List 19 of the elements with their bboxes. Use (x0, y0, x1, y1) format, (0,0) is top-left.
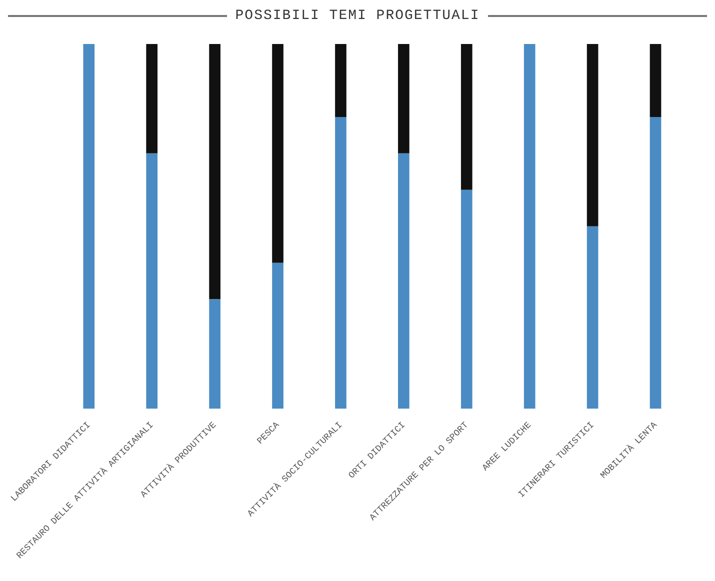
bar (83, 44, 95, 409)
bar (398, 153, 410, 409)
bar (398, 44, 410, 154)
bar (272, 44, 284, 263)
chart-title: POSSIBILI TEMI PROGETTUALI (235, 8, 480, 24)
bar (272, 262, 284, 409)
bar (335, 44, 346, 117)
bar (524, 44, 536, 409)
bar (460, 190, 472, 409)
bar (650, 44, 662, 117)
bar (586, 44, 598, 226)
bar (650, 116, 662, 409)
bar (335, 116, 346, 409)
bar (586, 226, 598, 409)
bar (460, 44, 472, 190)
bar (209, 44, 220, 300)
bar (209, 299, 220, 409)
bar (146, 153, 158, 409)
bar (146, 44, 158, 154)
